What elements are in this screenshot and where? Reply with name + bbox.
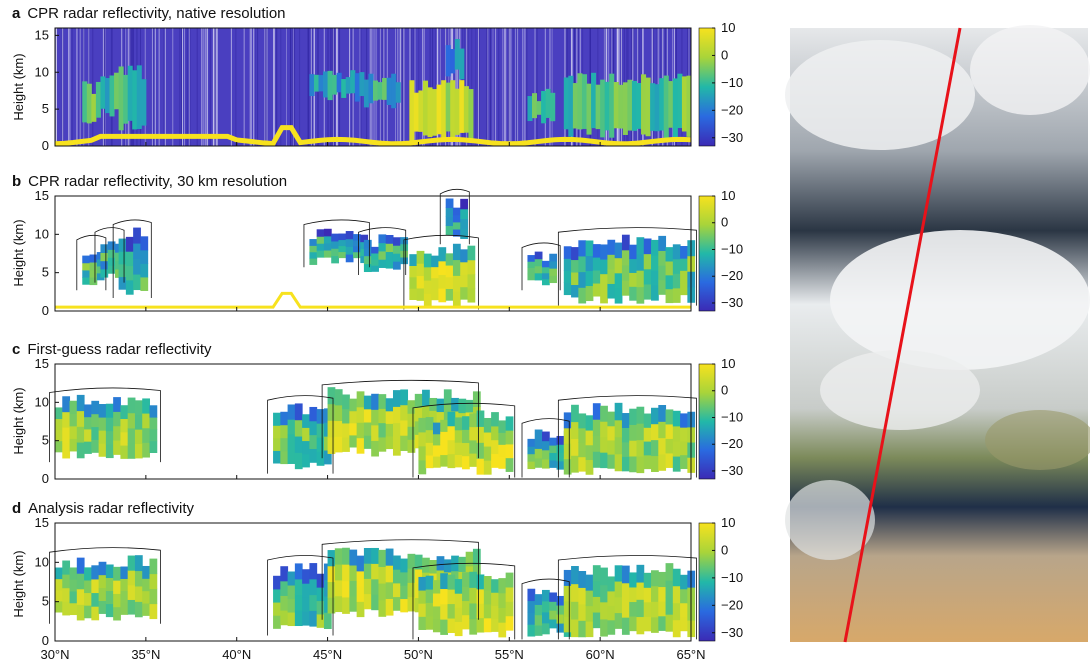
- satellite-track-line: [843, 27, 962, 643]
- panel-b-ylabel: Height (km): [11, 219, 26, 286]
- colorbar-d: 10 0 −10 −20 −30: [698, 515, 743, 642]
- y-tick-label: 5: [42, 433, 49, 448]
- colorbar-tick-label: −20: [721, 102, 743, 117]
- colorbar-tick-label: −30: [721, 130, 743, 145]
- colorbar-tick-label: 0: [721, 383, 728, 398]
- x-axis-ticks: 30°N 35°N 40°N 45°N 50°N 55°N 60°N 65°N: [40, 647, 705, 662]
- y-tick-label: 15: [35, 188, 49, 203]
- panel-b-title: b CPR radar reflectivity, 30 km resolutio…: [12, 173, 287, 190]
- panel-c-letter: c: [12, 341, 20, 358]
- x-tick-label: 55°N: [495, 647, 524, 662]
- panel-a-plot: 0 5 10 15: [35, 27, 692, 153]
- x-tick-label: 45°N: [313, 647, 342, 662]
- colorbar-c: 10 0 −10 −20 −30: [698, 356, 743, 480]
- y-tick-label: 15: [35, 515, 49, 530]
- panel-b-letter: b: [12, 173, 21, 190]
- colorbar-tick-label: 0: [721, 215, 728, 230]
- y-tick-label: 10: [35, 554, 49, 569]
- panel-d-ylabel: Height (km): [11, 550, 26, 617]
- colorbar-tick-label: −10: [721, 75, 743, 90]
- colorbar-tick-label: 10: [721, 356, 735, 371]
- plot-panels: 0 5 10 15 0 5 10 15 0 5 10 15 0 5 10 15: [35, 27, 697, 648]
- colorbar-tick-label: 10: [721, 20, 735, 35]
- x-tick-label: 60°N: [586, 647, 615, 662]
- panel-c-ylabel: Height (km): [11, 387, 26, 454]
- x-tick-label: 40°N: [222, 647, 251, 662]
- y-tick-label: 15: [35, 356, 49, 371]
- y-tick-label: 10: [35, 64, 49, 79]
- y-tick-label: 10: [35, 226, 49, 241]
- colorbars: 10 0 −10 −20 −30 10 0 −10 −20 −30 10 0 −10 −20 −30 10 0 −…: [698, 20, 743, 642]
- y-tick-label: 0: [42, 303, 49, 318]
- x-tick-label: 35°N: [131, 647, 160, 662]
- colorbar-tick-label: 10: [721, 188, 735, 203]
- x-tick-label: 65°N: [676, 647, 705, 662]
- colorbar-tick-label: 0: [721, 47, 728, 62]
- colorbar-tick-label: −30: [721, 295, 743, 310]
- y-tick-label: 0: [42, 138, 49, 153]
- y-tick-label: 10: [35, 394, 49, 409]
- panel-a-ylabel: Height (km): [11, 53, 26, 120]
- y-tick-label: 0: [42, 633, 49, 648]
- panel-d-title: d Analysis radar reflectivity: [12, 500, 195, 517]
- colorbar-tick-label: −10: [721, 570, 743, 585]
- colorbar-tick-label: −30: [721, 463, 743, 478]
- satellite-image: [785, 25, 1090, 643]
- panel-c-plot: 0 5 10 15: [35, 356, 697, 486]
- panel-a-title-text: CPR radar reflectivity, native resolutio…: [27, 5, 285, 22]
- colorbar-tick-label: −10: [721, 241, 743, 256]
- y-tick-label: 15: [35, 27, 49, 42]
- x-tick-label: 30°N: [40, 647, 69, 662]
- panel-a-title: a CPR radar reflectivity, native resoluti…: [12, 5, 286, 22]
- panel-b-plot: 0 5 10 15: [35, 188, 697, 318]
- panel-d-title-text: Analysis radar reflectivity: [28, 500, 194, 517]
- colorbar-tick-label: −10: [721, 409, 743, 424]
- colorbar-b: 10 0 −10 −20 −30: [698, 188, 743, 312]
- panel-a-letter: a: [12, 5, 21, 22]
- colorbar-tick-label: −20: [721, 268, 743, 283]
- y-tick-label: 0: [42, 471, 49, 486]
- panel-d-plot: 0 5 10 15: [35, 515, 697, 648]
- y-tick-label: 5: [42, 594, 49, 609]
- panel-b-title-text: CPR radar reflectivity, 30 km resolution: [28, 173, 287, 190]
- colorbar-tick-label: 10: [721, 515, 735, 530]
- panel-c-title-text: First-guess radar reflectivity: [27, 341, 212, 358]
- panel-c-title: c First-guess radar reflectivity: [12, 341, 212, 358]
- x-tick-label: 50°N: [404, 647, 433, 662]
- panel-d-letter: d: [12, 500, 21, 517]
- colorbar-tick-label: 0: [721, 542, 728, 557]
- colorbar-tick-label: −20: [721, 597, 743, 612]
- colorbar-tick-label: −30: [721, 625, 743, 640]
- y-tick-label: 5: [42, 101, 49, 116]
- y-tick-label: 5: [42, 265, 49, 280]
- colorbar-a: 10 0 −10 −20 −30: [698, 20, 743, 147]
- colorbar-tick-label: −20: [721, 436, 743, 451]
